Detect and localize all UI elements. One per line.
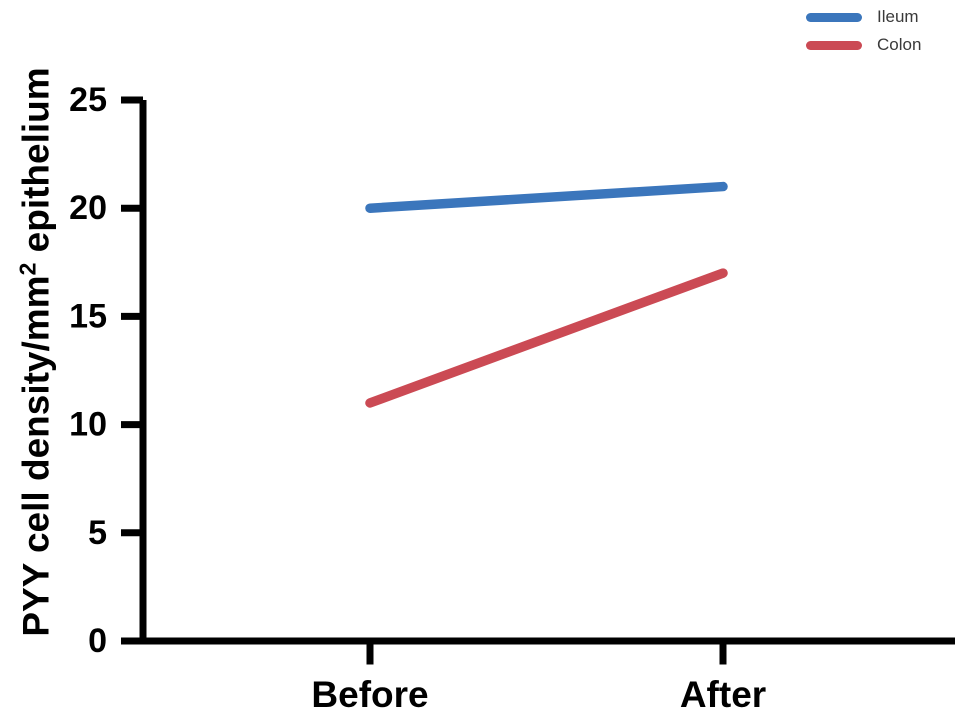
- series-line-ileum: [365, 181, 728, 213]
- legend-item-ileum: Ileum: [806, 7, 921, 27]
- series-line-colon: [365, 268, 728, 408]
- x-category-label-before: Before: [311, 674, 429, 715]
- y-tick-label: 5: [88, 514, 107, 552]
- legend-item-colon: Colon: [806, 34, 922, 55]
- y-axis-title-rest: epithelium: [15, 67, 57, 263]
- legend-swatch-colon-icon: [806, 40, 862, 50]
- y-axis-title-superscript: 2: [14, 262, 41, 276]
- legend-swatch-ileum-icon: [806, 12, 862, 22]
- legend-label-ileum: Ileum: [877, 7, 919, 26]
- y-tick-label: 10: [69, 406, 107, 444]
- y-tick-label: 25: [69, 81, 107, 119]
- legend-label-colon: Colon: [877, 34, 922, 54]
- y-axis-title-main: PYY cell density/mm: [15, 275, 57, 637]
- y-tick-label: 15: [69, 297, 107, 335]
- y-tick-label: 20: [69, 189, 107, 227]
- legend: Ileum Colon: [806, 7, 922, 55]
- x-category-label-after: After: [679, 674, 767, 715]
- y-axis-title: PYY cell density/mm2 epithelium: [14, 67, 57, 636]
- y-tick-label: 0: [88, 622, 107, 660]
